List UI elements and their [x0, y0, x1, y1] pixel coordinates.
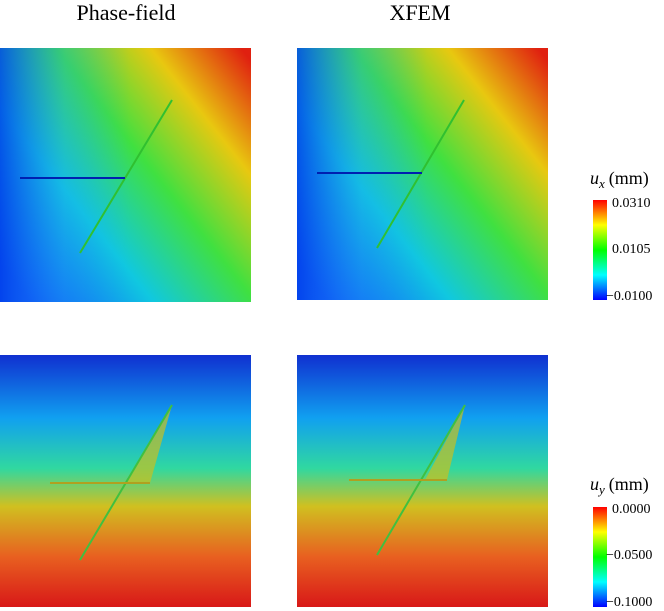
column-title: Phase-field: [77, 0, 176, 25]
tick-label: −0.0100: [606, 289, 652, 304]
field-region: [50, 405, 172, 483]
unit: (mm): [609, 168, 649, 189]
colorbar-scale: [593, 507, 607, 607]
tick-label: −0.0500: [606, 548, 652, 563]
field-region: [349, 405, 465, 480]
tick-label: 0.0000: [612, 502, 651, 517]
panel-uy-phase: [0, 355, 251, 607]
colorbar: ux (mm) 0.0310 0.0105 −0.0100: [590, 168, 652, 304]
unit: (mm): [609, 474, 649, 495]
subscript: y: [597, 482, 605, 497]
subscript: x: [598, 176, 605, 191]
colorbar-label: uy (mm): [590, 474, 649, 497]
column-title: XFEM: [389, 0, 450, 25]
tick-label: −0.1000: [606, 595, 652, 610]
field-shade: [0, 48, 130, 302]
tick-label: 0.0105: [612, 242, 651, 257]
colorbar-label: ux (mm): [590, 168, 649, 191]
field: [0, 355, 251, 607]
colorbar-scale: [593, 200, 607, 300]
panel-ux-phase: [0, 48, 251, 302]
symbol: u: [590, 168, 599, 188]
tick-label: 0.0310: [612, 196, 651, 211]
colorbar: uy (mm) 0.0000 −0.0500 −0.1000: [590, 474, 652, 610]
panel-uy-xfem: [297, 355, 548, 607]
crack: [79, 99, 173, 254]
panel-ux-xfem: [297, 48, 548, 300]
symbol: u: [590, 474, 599, 494]
